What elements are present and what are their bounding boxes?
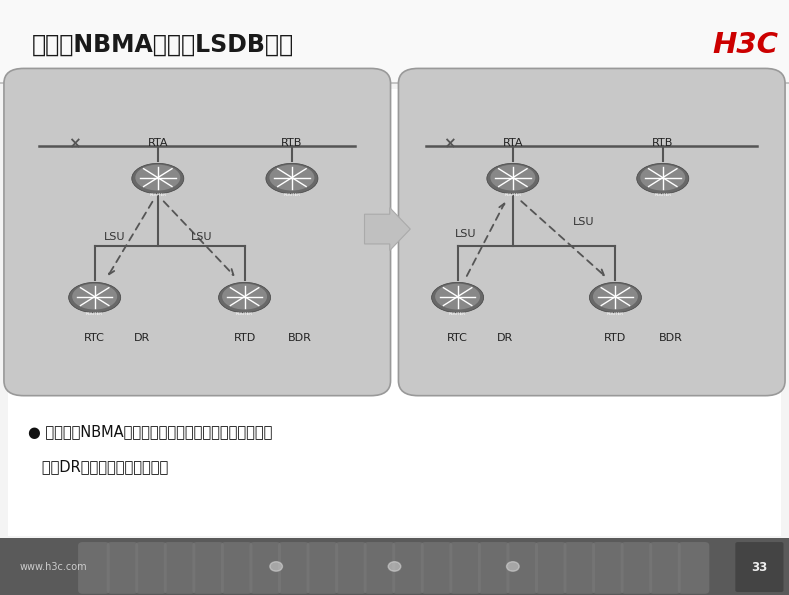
Text: LSU: LSU — [103, 232, 125, 242]
FancyBboxPatch shape — [649, 542, 681, 594]
Text: ROUTER: ROUTER — [149, 193, 166, 198]
Text: RTB: RTB — [652, 138, 674, 148]
FancyBboxPatch shape — [421, 542, 452, 594]
Text: ROUTER: ROUTER — [607, 312, 624, 317]
Text: ROUTER: ROUTER — [86, 312, 103, 317]
FancyBboxPatch shape — [592, 542, 623, 594]
Ellipse shape — [641, 165, 685, 190]
Text: RTD: RTD — [234, 333, 256, 343]
FancyBboxPatch shape — [0, 538, 789, 595]
FancyBboxPatch shape — [507, 542, 538, 594]
FancyBboxPatch shape — [78, 542, 110, 594]
Ellipse shape — [270, 165, 314, 190]
Text: BDR: BDR — [659, 333, 682, 343]
Ellipse shape — [491, 165, 535, 190]
Text: 33: 33 — [751, 560, 767, 574]
Text: 通过DR路由器发送更新报文。: 通过DR路由器发送更新报文。 — [28, 459, 168, 475]
FancyBboxPatch shape — [0, 0, 789, 547]
Text: LSU: LSU — [190, 232, 212, 242]
Text: RTC: RTC — [84, 333, 105, 343]
Text: RTA: RTA — [503, 138, 523, 148]
Circle shape — [388, 562, 401, 571]
FancyBboxPatch shape — [364, 542, 395, 594]
FancyBboxPatch shape — [4, 68, 391, 396]
FancyBboxPatch shape — [535, 542, 567, 594]
Text: RTC: RTC — [447, 333, 468, 343]
Ellipse shape — [73, 284, 117, 309]
Text: ROUTER: ROUTER — [283, 193, 301, 198]
Text: ROUTER: ROUTER — [449, 312, 466, 317]
FancyBboxPatch shape — [8, 89, 781, 536]
Text: ROUTER: ROUTER — [236, 312, 253, 317]
Text: RTB: RTB — [281, 138, 303, 148]
Text: RTD: RTD — [604, 333, 626, 343]
Text: ● 在广播和NBMA网络中，链路状态发生变化时，主要是: ● 在广播和NBMA网络中，链路状态发生变化时，主要是 — [28, 424, 272, 439]
FancyBboxPatch shape — [398, 68, 785, 396]
Ellipse shape — [132, 163, 184, 194]
FancyBboxPatch shape — [278, 542, 309, 594]
FancyBboxPatch shape — [621, 542, 653, 594]
Ellipse shape — [487, 163, 539, 194]
FancyArrow shape — [365, 208, 410, 250]
Ellipse shape — [219, 282, 271, 313]
Text: 广播和NBMA网络中LSDB更新: 广播和NBMA网络中LSDB更新 — [32, 33, 294, 57]
FancyBboxPatch shape — [678, 542, 709, 594]
FancyBboxPatch shape — [335, 542, 367, 594]
Text: LSU: LSU — [454, 229, 477, 239]
Text: BDR: BDR — [288, 333, 312, 343]
Text: ×: × — [69, 136, 81, 152]
Text: DR: DR — [134, 333, 150, 343]
Ellipse shape — [589, 282, 641, 313]
FancyBboxPatch shape — [164, 542, 196, 594]
Ellipse shape — [222, 284, 267, 309]
FancyBboxPatch shape — [478, 542, 510, 594]
FancyBboxPatch shape — [735, 542, 783, 592]
FancyBboxPatch shape — [107, 542, 138, 594]
Ellipse shape — [637, 163, 689, 194]
Text: ×: × — [443, 136, 456, 152]
Circle shape — [507, 562, 519, 571]
FancyBboxPatch shape — [307, 542, 338, 594]
Ellipse shape — [593, 284, 638, 309]
Ellipse shape — [136, 165, 180, 190]
FancyBboxPatch shape — [392, 542, 424, 594]
Text: LSU: LSU — [573, 217, 595, 227]
Text: ROUTER: ROUTER — [654, 193, 671, 198]
Text: ROUTER: ROUTER — [504, 193, 522, 198]
FancyBboxPatch shape — [0, 0, 789, 83]
Text: RTA: RTA — [148, 138, 168, 148]
Text: www.h3c.com: www.h3c.com — [20, 562, 88, 572]
Ellipse shape — [266, 163, 318, 194]
FancyBboxPatch shape — [135, 542, 166, 594]
FancyBboxPatch shape — [563, 542, 595, 594]
FancyBboxPatch shape — [221, 542, 252, 594]
Ellipse shape — [432, 282, 484, 313]
Text: H3C: H3C — [712, 30, 779, 59]
Ellipse shape — [69, 282, 121, 313]
FancyBboxPatch shape — [193, 542, 224, 594]
FancyBboxPatch shape — [249, 542, 281, 594]
Text: DR: DR — [497, 333, 513, 343]
Circle shape — [270, 562, 282, 571]
FancyBboxPatch shape — [449, 542, 481, 594]
Ellipse shape — [435, 284, 480, 309]
